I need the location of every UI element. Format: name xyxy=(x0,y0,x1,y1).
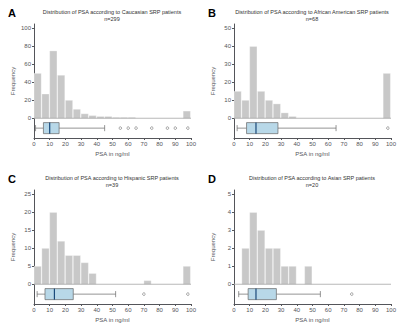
svg-text:100: 100 xyxy=(386,141,397,147)
svg-text:50: 50 xyxy=(224,25,231,31)
svg-text:10: 10 xyxy=(46,307,53,313)
svg-text:40: 40 xyxy=(93,307,100,313)
svg-text:Frequency: Frequency xyxy=(10,233,16,261)
svg-text:Distribution of PSA according: Distribution of PSA according to Caucasi… xyxy=(43,9,182,15)
svg-text:n=39: n=39 xyxy=(106,182,118,188)
svg-text:60: 60 xyxy=(125,141,132,147)
svg-text:20: 20 xyxy=(24,97,31,103)
svg-text:60: 60 xyxy=(125,307,132,313)
svg-text:10: 10 xyxy=(246,141,253,147)
svg-text:40: 40 xyxy=(224,43,231,49)
svg-text:90: 90 xyxy=(172,307,179,313)
svg-text:20: 20 xyxy=(262,307,269,313)
svg-text:100: 100 xyxy=(186,141,197,147)
svg-text:70: 70 xyxy=(141,141,148,147)
svg-text:C: C xyxy=(8,173,16,185)
svg-text:0: 0 xyxy=(232,307,236,313)
svg-text:4: 4 xyxy=(228,209,232,215)
svg-text:10: 10 xyxy=(24,245,31,251)
svg-text:40: 40 xyxy=(93,141,100,147)
svg-text:50: 50 xyxy=(109,307,116,313)
svg-text:0: 0 xyxy=(28,281,32,287)
svg-text:5: 5 xyxy=(228,191,232,197)
svg-text:80: 80 xyxy=(156,307,163,313)
svg-text:0: 0 xyxy=(228,281,232,287)
svg-text:60: 60 xyxy=(325,141,332,147)
svg-text:Frequency: Frequency xyxy=(10,67,16,95)
svg-text:20: 20 xyxy=(62,141,69,147)
svg-text:n=68: n=68 xyxy=(306,16,318,22)
svg-text:B: B xyxy=(208,7,216,19)
svg-text:70: 70 xyxy=(341,141,348,147)
svg-text:30: 30 xyxy=(278,141,285,147)
svg-text:90: 90 xyxy=(372,141,379,147)
svg-text:PSA in ng/ml: PSA in ng/ml xyxy=(95,317,129,323)
svg-text:10: 10 xyxy=(224,97,231,103)
svg-text:0: 0 xyxy=(232,141,236,147)
svg-text:Distribution of PSA according: Distribution of PSA according to Asian S… xyxy=(249,175,375,181)
svg-text:3: 3 xyxy=(228,227,232,233)
svg-text:n=299: n=299 xyxy=(104,16,119,22)
svg-text:Frequency: Frequency xyxy=(210,67,216,95)
svg-text:50: 50 xyxy=(309,141,316,147)
svg-text:60: 60 xyxy=(24,61,31,67)
svg-text:Distribution of PSA according: Distribution of PSA according to Hispani… xyxy=(45,175,179,181)
svg-text:70: 70 xyxy=(341,307,348,313)
svg-text:10: 10 xyxy=(46,141,53,147)
svg-text:25: 25 xyxy=(24,191,31,197)
svg-text:80: 80 xyxy=(156,141,163,147)
svg-text:0: 0 xyxy=(32,141,36,147)
svg-text:80: 80 xyxy=(356,141,363,147)
svg-text:0: 0 xyxy=(28,115,32,121)
svg-text:0: 0 xyxy=(32,307,36,313)
svg-text:PSA in ng/ml: PSA in ng/ml xyxy=(95,151,129,157)
svg-text:40: 40 xyxy=(293,307,300,313)
svg-text:30: 30 xyxy=(278,307,285,313)
svg-text:90: 90 xyxy=(172,141,179,147)
svg-text:20: 20 xyxy=(262,141,269,147)
svg-text:30: 30 xyxy=(78,141,85,147)
svg-text:0: 0 xyxy=(228,115,232,121)
svg-text:100: 100 xyxy=(386,307,397,313)
svg-text:n=20: n=20 xyxy=(306,182,318,188)
svg-text:20: 20 xyxy=(224,79,231,85)
svg-text:80: 80 xyxy=(356,307,363,313)
svg-text:30: 30 xyxy=(224,61,231,67)
svg-text:20: 20 xyxy=(62,307,69,313)
svg-text:90: 90 xyxy=(372,307,379,313)
svg-text:80: 80 xyxy=(24,43,31,49)
svg-text:PSA in ng/ml: PSA in ng/ml xyxy=(295,317,329,323)
svg-text:5: 5 xyxy=(28,263,32,269)
svg-text:50: 50 xyxy=(109,141,116,147)
svg-text:15: 15 xyxy=(24,227,31,233)
svg-text:10: 10 xyxy=(246,307,253,313)
svg-text:20: 20 xyxy=(24,209,31,215)
svg-text:1: 1 xyxy=(228,263,232,269)
svg-text:2: 2 xyxy=(228,245,232,251)
svg-text:40: 40 xyxy=(293,141,300,147)
svg-text:100: 100 xyxy=(21,25,32,31)
svg-text:70: 70 xyxy=(141,307,148,313)
svg-text:A: A xyxy=(8,7,16,19)
svg-text:40: 40 xyxy=(24,79,31,85)
svg-text:Distribution of PSA according: Distribution of PSA according to African… xyxy=(235,9,389,15)
svg-text:Frequency: Frequency xyxy=(210,233,216,261)
svg-text:100: 100 xyxy=(186,307,197,313)
svg-text:50: 50 xyxy=(309,307,316,313)
svg-text:30: 30 xyxy=(78,307,85,313)
svg-text:PSA in ng/ml: PSA in ng/ml xyxy=(295,151,329,157)
svg-text:D: D xyxy=(208,173,216,185)
svg-text:60: 60 xyxy=(325,307,332,313)
